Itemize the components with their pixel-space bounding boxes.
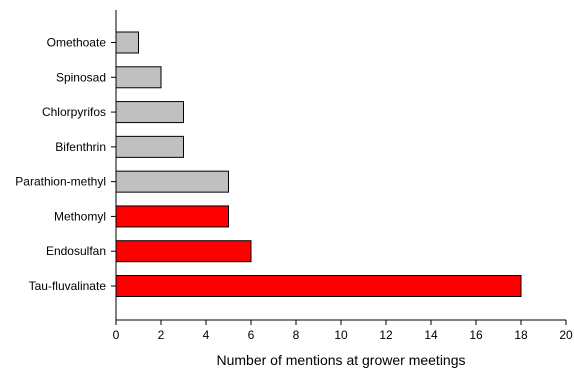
x-tick-label: 16 [469, 328, 483, 342]
x-tick-label: 6 [248, 328, 255, 342]
x-tick-label: 2 [158, 328, 165, 342]
y-tick-label: Spinosad [56, 70, 106, 84]
x-tick-label: 4 [203, 328, 210, 342]
bar-methomyl [115, 205, 229, 228]
bar-spinosad [115, 66, 162, 89]
x-tick-label: 12 [379, 328, 393, 342]
x-tick-label: 10 [334, 328, 348, 342]
x-tick-label: 18 [514, 328, 528, 342]
labels-layer: Omethoate Spinosad Chlorpyrifos Bifenthrin P… [15, 36, 573, 343]
x-tick-label: 0 [113, 328, 120, 342]
bars-layer [115, 31, 522, 297]
bar-chlorpyrifos [115, 101, 184, 124]
y-tick-label: Tau-fluvalinate [29, 279, 107, 293]
y-tick-label: Omethoate [47, 36, 107, 50]
y-tick-label: Bifenthrin [55, 140, 106, 154]
bar-tau-fluvalinate [115, 275, 522, 297]
y-tick-label: Endosulfan [46, 244, 106, 258]
y-tick-label: Parathion-methyl [15, 175, 106, 189]
y-tick-label: Methomyl [54, 209, 106, 223]
bar-bifenthrin [115, 135, 184, 158]
bar-endosulfan [115, 240, 252, 263]
axes-layer [111, 10, 567, 325]
bar-parathion-methyl [115, 170, 229, 193]
x-tick-label: 8 [293, 328, 300, 342]
x-axis-title: Number of mentions at grower meetings [217, 352, 466, 368]
x-tick-label: 20 [559, 328, 573, 342]
bar-omethoate [115, 31, 139, 54]
x-tick-label: 14 [424, 328, 438, 342]
y-tick-label: Chlorpyrifos [42, 105, 106, 119]
